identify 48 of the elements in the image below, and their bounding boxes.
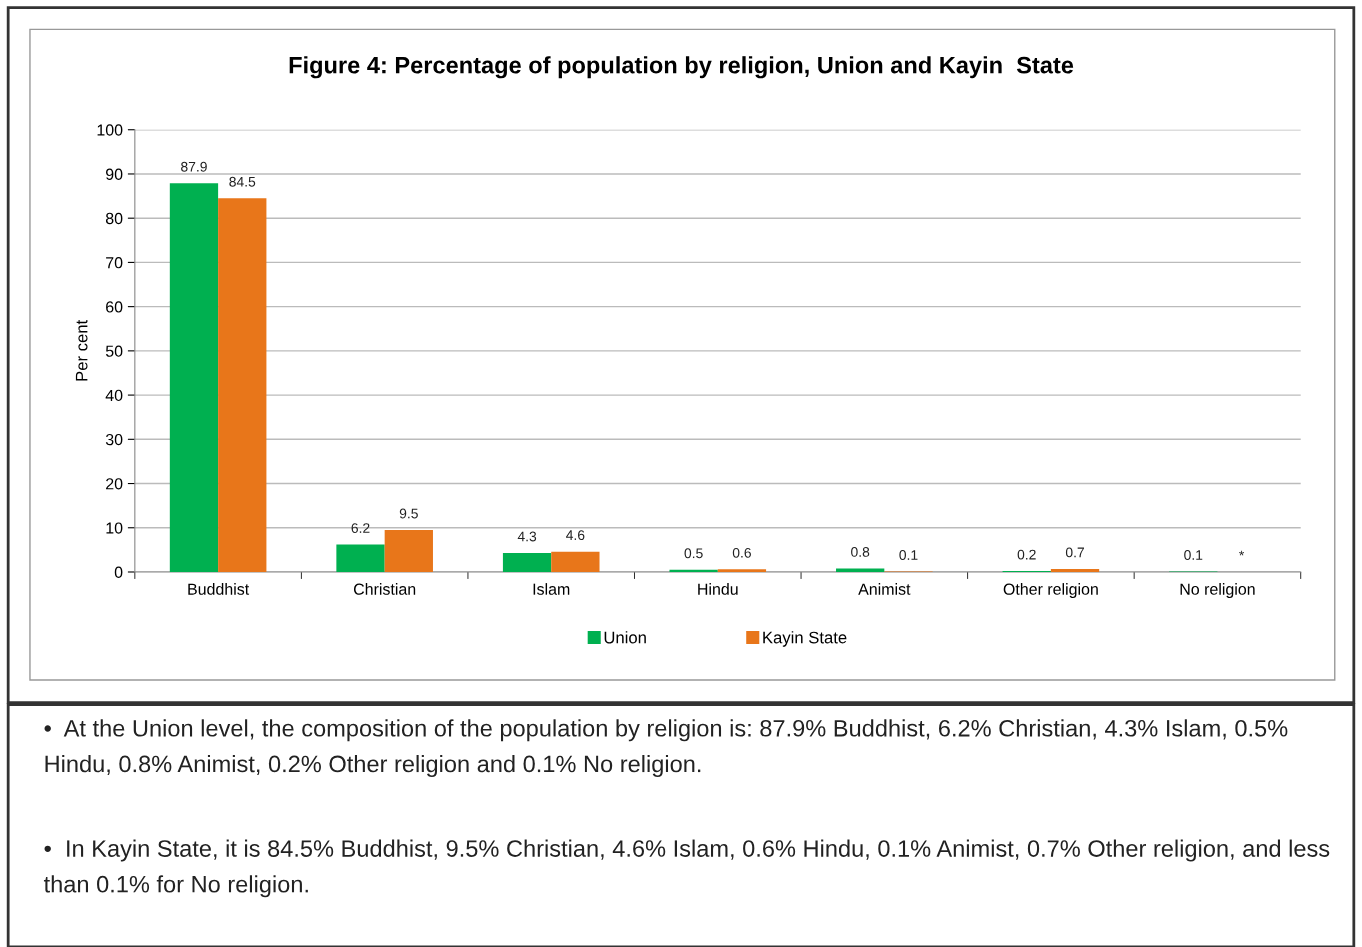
y-tick-label: 40 <box>105 389 123 402</box>
legend-label: Kayin State <box>763 631 847 647</box>
x-tick-label: No religion <box>1180 583 1255 598</box>
bar <box>502 552 552 572</box>
bar <box>218 198 267 572</box>
bar <box>336 544 385 572</box>
data-label: 9.5 <box>399 508 418 519</box>
x-tick-label: Other religion <box>1003 583 1098 598</box>
x-tick-label: Buddhist <box>188 583 250 595</box>
data-label: 87.9 <box>181 161 207 172</box>
text: • At the Union level, the composition of the population by religion is: 87.9% Buddhist, 6.2% Christian, 4.3% Islam, 0.5% Hindu, 0.8% Animist, 0.2% Other religion and 0.1% No religion. <box>44 719 1288 777</box>
bar <box>717 569 767 572</box>
y-tick-label: 0 <box>114 566 123 578</box>
bar <box>1050 568 1100 572</box>
bar <box>836 568 885 572</box>
data-label: 4.6 <box>566 530 585 541</box>
legend-label: Union <box>604 631 646 644</box>
x-tick-label: Animist <box>858 583 911 595</box>
data-label: 0.8 <box>851 547 870 557</box>
text: • In Kayin State, it is 84.5% Buddhist, 9.5% Christian, 4.6% Islam, 0.6% Hindu, 0.1% Animist, 0.7% Other religion, and less than 0.1% for No religion. <box>43 839 1330 898</box>
y-tick-label: 100 <box>97 124 123 136</box>
y-tick-label: 60 <box>106 301 123 313</box>
y-tick-label: 30 <box>105 433 123 446</box>
bar <box>169 183 219 572</box>
y-tick-label: 90 <box>106 168 123 180</box>
y-tick-label: 50 <box>105 345 123 357</box>
data-label: 4.3 <box>517 531 537 542</box>
bar <box>384 529 433 572</box>
data-label: 0.1 <box>899 550 918 560</box>
y-axis-title: Per cent <box>75 319 88 381</box>
data-label: 0.5 <box>684 548 703 559</box>
y-tick-label: 70 <box>106 257 123 269</box>
data-label: 0.6 <box>732 547 751 558</box>
bar <box>669 569 718 572</box>
x-tick-label: Islam <box>533 583 570 595</box>
x-tick-label: Christian <box>353 583 416 595</box>
data-label: 0.7 <box>1065 547 1084 558</box>
data-label: 0.1 <box>1184 550 1203 560</box>
data-label: 6.2 <box>351 523 370 533</box>
y-tick-label: 10 <box>106 522 123 534</box>
text: * <box>1239 550 1245 556</box>
bar <box>551 551 600 572</box>
chart-title: Figure 4: Percentage of population by religion, Union and Kayin State <box>289 56 1074 79</box>
y-tick-label: 80 <box>105 212 123 225</box>
data-label: 0.2 <box>1017 549 1036 560</box>
x-tick-label: Hindu <box>698 583 738 595</box>
y-tick-label: 20 <box>106 478 123 490</box>
data-label: 84.5 <box>229 176 256 187</box>
